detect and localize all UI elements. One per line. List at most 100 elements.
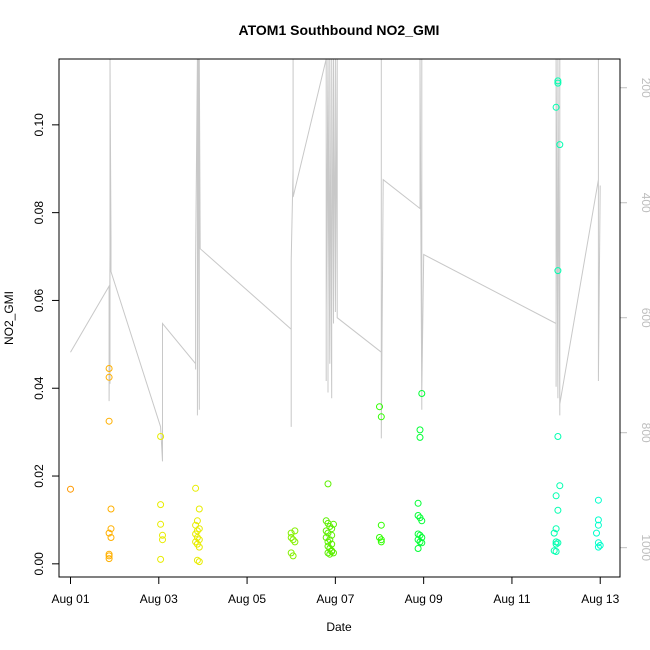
- data-point: [377, 538, 385, 546]
- y-tick-label: 0.08: [32, 201, 46, 225]
- chart-title: ATOM1 Southbound NO2_GMI: [239, 22, 440, 38]
- data-point: [195, 558, 203, 566]
- data-point: [326, 536, 334, 544]
- data-point: [377, 536, 385, 544]
- x-tick-label: Aug 05: [228, 592, 266, 606]
- data-point: [550, 529, 558, 537]
- data-point: [159, 536, 166, 544]
- data-point: [418, 534, 426, 541]
- data-point: [192, 530, 200, 538]
- data-point: [554, 79, 562, 87]
- data-point: [105, 365, 113, 372]
- data-point: [552, 103, 560, 111]
- data-point: [157, 555, 165, 563]
- data-point: [552, 492, 560, 500]
- data-point: [287, 529, 295, 537]
- data-point: [414, 512, 422, 519]
- y-tick-label: 0.04: [32, 376, 46, 400]
- data-point: [324, 529, 332, 537]
- data-point: [107, 505, 115, 513]
- data-point: [554, 77, 562, 85]
- data-point: [105, 417, 113, 425]
- data-point: [289, 552, 297, 560]
- data-point: [594, 543, 602, 551]
- data-point: [195, 536, 203, 544]
- data-point: [107, 534, 115, 541]
- data-point: [594, 516, 602, 524]
- data-point: [324, 480, 332, 488]
- data-point: [416, 426, 424, 434]
- y-tick-label: 0.00: [32, 552, 46, 576]
- data-point: [322, 534, 330, 541]
- data-point: [105, 529, 113, 537]
- x-axis-label: Date: [326, 620, 352, 634]
- data-point: [157, 520, 165, 528]
- x-tick-label: Aug 11: [493, 592, 530, 606]
- data-point: [195, 505, 203, 513]
- data-point: [107, 525, 115, 533]
- data-point: [322, 527, 330, 535]
- data-point: [105, 552, 113, 560]
- data-point: [192, 484, 200, 492]
- data-point: [326, 523, 334, 530]
- data-point: [416, 433, 424, 441]
- data-point: [552, 540, 560, 548]
- data-point: [418, 390, 426, 397]
- data-point: [552, 525, 560, 533]
- x-tick-label: Aug 13: [581, 592, 619, 606]
- data-point: [554, 267, 562, 275]
- data-point: [324, 538, 332, 546]
- data-point: [105, 373, 113, 381]
- y-tick-label: 0.02: [32, 464, 46, 488]
- data-point: [287, 534, 295, 541]
- data-point: [377, 413, 385, 421]
- right-y-tick-label: 200: [639, 78, 650, 98]
- right-y-tick-label: 600: [639, 308, 650, 328]
- data-point: [289, 536, 297, 544]
- data-points-layer: [67, 77, 604, 566]
- plot-frame: [58, 58, 621, 578]
- data-point: [67, 485, 74, 493]
- data-point: [324, 542, 332, 550]
- data-point: [377, 521, 385, 529]
- data-point: [414, 545, 422, 552]
- data-point: [291, 538, 299, 546]
- x-tick-label: Aug 09: [405, 592, 443, 606]
- data-point: [554, 539, 562, 547]
- data-point: [594, 521, 602, 529]
- right-y-tick-label: 1000: [639, 534, 650, 561]
- data-point: [157, 433, 165, 440]
- right-y-tick-label: 400: [639, 193, 650, 213]
- data-point: [328, 540, 336, 548]
- pressure-line: [70, 59, 601, 462]
- axes-layer: Aug 01 Aug 03 Aug 05 Aug 07 Aug 09 Aug 11 Aug …: [32, 78, 650, 606]
- data-point: [193, 534, 201, 541]
- data-point: [157, 501, 165, 509]
- y-axis-label: NO2_GMI: [2, 291, 16, 345]
- data-point: [554, 506, 562, 514]
- data-point: [418, 539, 426, 547]
- data-point: [376, 403, 383, 411]
- data-point: [594, 496, 602, 504]
- data-point: [376, 534, 383, 541]
- data-point: [192, 538, 200, 546]
- y-tick-label: 0.06: [32, 288, 46, 312]
- right-y-tick-label: 800: [639, 423, 650, 443]
- data-point: [596, 541, 604, 549]
- data-point: [556, 141, 564, 149]
- data-point: [195, 525, 203, 533]
- data-point: [193, 556, 201, 564]
- data-point: [418, 517, 426, 525]
- data-point: [105, 555, 113, 563]
- data-point: [328, 548, 336, 555]
- data-point: [291, 527, 299, 535]
- data-point: [593, 529, 600, 537]
- data-point: [159, 531, 166, 539]
- data-point: [416, 531, 424, 539]
- data-point: [330, 520, 337, 528]
- data-point: [330, 549, 337, 557]
- x-tick-label: Aug 07: [316, 592, 354, 606]
- data-point: [552, 548, 560, 555]
- pressure-line-layer: [70, 59, 601, 462]
